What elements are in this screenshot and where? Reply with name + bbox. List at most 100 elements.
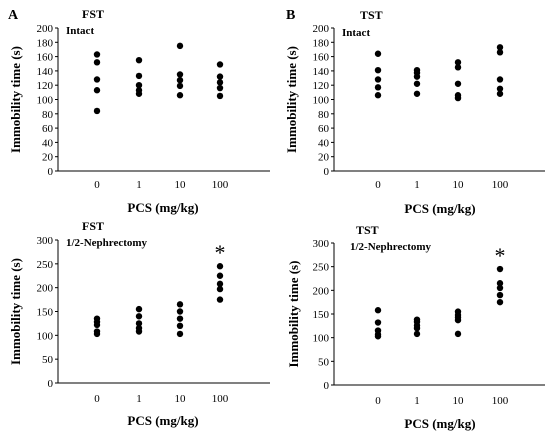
data-point <box>216 272 224 279</box>
y-tick-label: 250 <box>37 259 54 271</box>
data-point <box>135 72 143 80</box>
data-point <box>413 80 421 87</box>
data-point <box>496 44 504 51</box>
x-tick-label: 100 <box>492 395 509 407</box>
y-tick-label: 180 <box>313 37 330 49</box>
data-point <box>496 85 504 92</box>
y-tick-label: 300 <box>37 235 54 247</box>
chart-panel-4: TST 1/2-Nephrectomy 0 50 100 150 200 250 300 0 1 10… <box>286 223 545 431</box>
data-point <box>374 319 382 326</box>
y-tick-label: 300 <box>313 238 330 250</box>
x-tick-label: 0 <box>375 395 381 407</box>
x-tick-label: 10 <box>175 393 187 405</box>
data-point <box>496 298 504 306</box>
data-point <box>93 321 101 329</box>
data-point <box>496 49 504 56</box>
data-point <box>176 76 184 84</box>
data-point <box>216 280 224 288</box>
data-point <box>135 320 143 327</box>
data-point <box>374 307 382 314</box>
x-tick-label: 100 <box>212 393 229 405</box>
y-tick-label: 0 <box>324 166 330 178</box>
x-tick-label: 100 <box>212 179 229 191</box>
data-point <box>93 107 101 115</box>
data-point <box>93 330 101 338</box>
y-tick-label: 0 <box>48 378 54 390</box>
y-tick-label: 80 <box>42 109 54 121</box>
y-tick-label: 40 <box>318 137 330 149</box>
chart-title: TST <box>360 8 383 22</box>
condition-label: Intact <box>342 27 370 39</box>
data-point <box>413 73 421 80</box>
chart-title: TST <box>356 223 379 237</box>
data-point <box>93 76 101 83</box>
y-tick-label: 150 <box>37 307 54 319</box>
data-point <box>496 90 504 97</box>
data-point <box>413 330 421 338</box>
data-point <box>496 265 504 273</box>
x-tick-label: 1 <box>414 179 420 191</box>
data-point <box>176 330 184 338</box>
data-point <box>135 305 143 313</box>
panel-letter-b: B <box>286 8 295 23</box>
y-tick-label: 60 <box>318 123 330 135</box>
y-tick-label: 200 <box>37 23 54 35</box>
data-point <box>374 76 382 83</box>
data-point <box>216 84 224 92</box>
data-point <box>496 284 504 292</box>
chart-title: FST <box>82 7 104 21</box>
x-tick-label: 1 <box>136 393 142 405</box>
data-point <box>93 59 101 66</box>
data-point <box>216 92 224 100</box>
data-point <box>496 280 504 287</box>
data-point <box>93 87 101 94</box>
data-point <box>374 66 382 74</box>
x-tick-label: 10 <box>175 179 187 191</box>
y-tick-label: 0 <box>324 380 330 392</box>
x-tick-label: 0 <box>375 179 381 191</box>
data-point <box>135 90 143 97</box>
y-tick-label: 60 <box>42 123 54 135</box>
x-tick-label: 10 <box>453 179 465 191</box>
x-tick-label: 1 <box>136 179 142 191</box>
data-point <box>216 73 224 80</box>
y-tick-label: 100 <box>313 95 330 107</box>
x-axis-label: PCS (mg/kg) <box>127 413 198 428</box>
data-point <box>93 51 101 58</box>
y-tick-label: 100 <box>37 330 54 342</box>
data-point <box>135 328 143 335</box>
y-tick-label: 140 <box>37 66 54 78</box>
x-tick-label: 1 <box>414 395 420 407</box>
y-tick-label: 120 <box>37 80 54 92</box>
condition-label: 1/2-Nephrectomy <box>350 241 432 253</box>
y-tick-label: 80 <box>318 109 330 121</box>
y-tick-label: 140 <box>313 66 330 78</box>
data-point <box>216 263 224 270</box>
data-point <box>135 82 143 89</box>
x-tick-label: 0 <box>94 393 100 405</box>
y-tick-label: 160 <box>313 52 330 64</box>
y-tick-label: 0 <box>48 166 54 178</box>
data-point <box>454 330 462 338</box>
x-axis-label: PCS (mg/kg) <box>127 200 198 215</box>
y-tick-label: 250 <box>313 262 330 274</box>
y-tick-label: 120 <box>313 80 330 92</box>
data-point <box>454 316 462 324</box>
y-axis-label: Immobility time (s) <box>8 258 23 365</box>
data-point <box>176 322 184 329</box>
chart-panel-2: TST Intact 0 20 40 60 80 100 120 140 160 180 200 0 1 10… <box>284 8 545 216</box>
data-point <box>374 92 382 99</box>
y-tick-label: 100 <box>37 95 54 107</box>
data-point <box>176 42 184 50</box>
data-point <box>413 325 421 332</box>
y-tick-label: 180 <box>37 37 54 49</box>
y-tick-label: 50 <box>318 356 330 368</box>
panel-letter-a: A <box>8 8 19 23</box>
y-axis-label: Immobility time (s) <box>286 261 301 368</box>
data-point <box>135 56 143 64</box>
data-point <box>374 84 382 91</box>
y-tick-label: 160 <box>37 52 54 64</box>
data-point <box>176 315 184 322</box>
x-tick-label: 0 <box>94 179 100 191</box>
